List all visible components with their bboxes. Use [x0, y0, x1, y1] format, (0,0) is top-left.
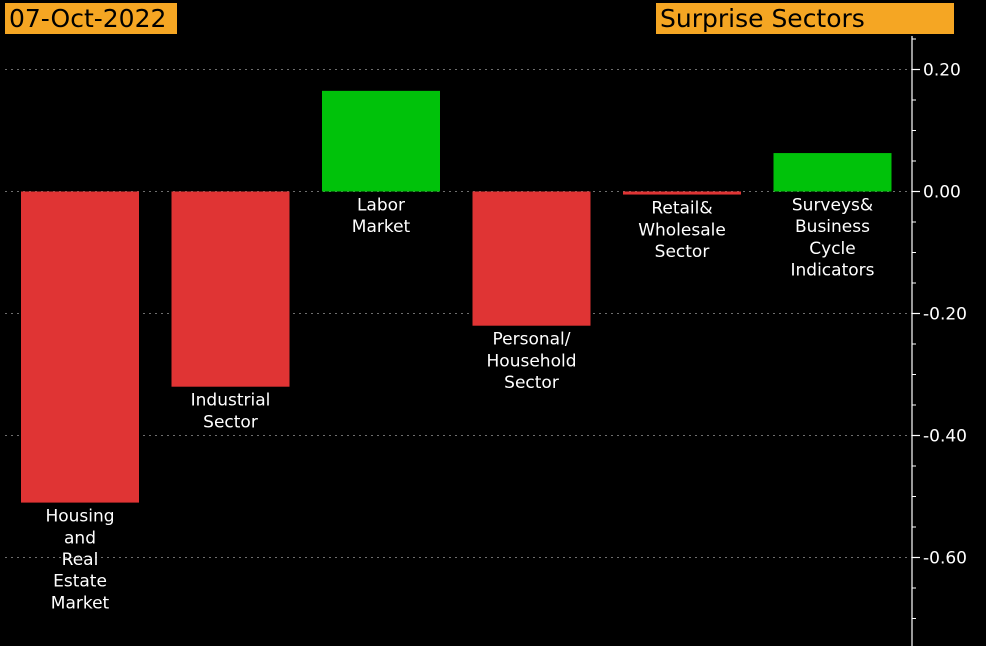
bar — [773, 153, 892, 192]
grid-lines — [5, 69, 912, 558]
chart-title: Surprise Sectors — [660, 4, 865, 33]
category-label: Labor Market — [352, 196, 411, 238]
category-label: Personal/Household Sector — [487, 330, 577, 393]
category-label: Industrial Sector — [191, 391, 271, 433]
bars — [21, 90, 892, 503]
date-label: 07-Oct-2022 — [9, 4, 167, 33]
bar — [171, 191, 290, 387]
y-axis: 0.20 0.00 -0.20 -0.40 -0.60 — [911, 36, 967, 646]
category-label: Surveys& Business Cycle Indicators — [791, 196, 875, 281]
y-tick-label: -0.20 — [923, 305, 967, 325]
y-tick-label: 0.00 — [923, 183, 961, 203]
bar — [322, 90, 440, 192]
bar — [623, 191, 741, 195]
chart-title-badge: Surprise Sectors — [656, 3, 954, 34]
category-labels: Housing and Real Estate Market Industrial Sect… — [45, 196, 874, 614]
y-tick-label: 0.20 — [923, 61, 961, 81]
y-tick-label: -0.60 — [923, 549, 967, 569]
date-badge: 07-Oct-2022 — [5, 3, 177, 34]
category-label: Retail& Wholesale Sector — [638, 199, 726, 262]
category-label: Housing and Real Estate Market — [45, 507, 114, 614]
bar — [21, 191, 139, 503]
y-tick-label: -0.40 — [923, 427, 967, 447]
bar — [472, 191, 591, 326]
